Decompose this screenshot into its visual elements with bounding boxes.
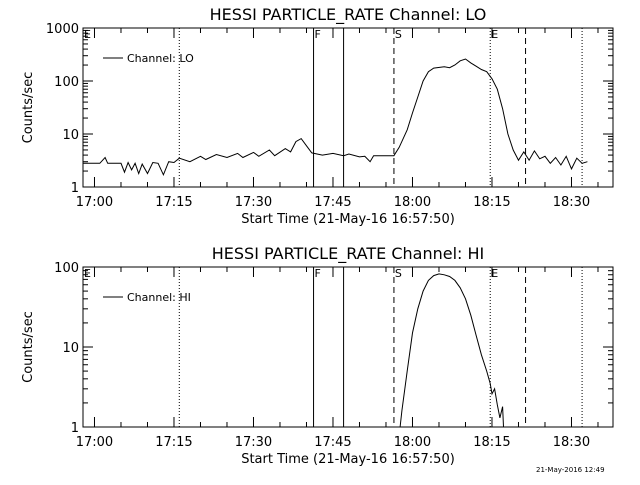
y-tick-label: 10: [62, 128, 79, 143]
event-marker-label: E: [491, 267, 498, 280]
x-axis-label: Start Time (21-May-16 16:57:50): [241, 212, 455, 227]
chart-title: HESSI PARTICLE_RATE Channel: LO: [210, 5, 487, 25]
x-tick-label: 18:00: [394, 195, 431, 210]
data-series-line: [399, 273, 504, 428]
legend-label: Channel: HI: [127, 291, 191, 304]
event-marker-label: S: [395, 267, 402, 280]
y-axis-label: Counts/sec: [21, 72, 36, 144]
x-tick-label: 17:45: [314, 435, 351, 450]
x-tick-label: 17:45: [314, 195, 351, 210]
x-tick-label: 17:30: [235, 195, 272, 210]
x-tick-label: 18:30: [553, 435, 590, 450]
plot-frame: [82, 27, 614, 188]
event-marker-label: E: [84, 28, 91, 41]
chart-title: HESSI PARTICLE_RATE Channel: HI: [212, 244, 485, 264]
x-tick-label: 18:30: [553, 195, 590, 210]
y-tick-label: 10: [62, 341, 79, 356]
event-marker-label: E: [491, 28, 498, 41]
y-tick-label: 1: [71, 421, 79, 436]
legend-label: Channel: LO: [127, 52, 194, 65]
x-axis-label: Start Time (21-May-16 16:57:50): [241, 452, 455, 467]
event-marker-label: F: [315, 28, 321, 41]
y-tick-label: 100: [54, 261, 79, 276]
y-axis-label: Counts/sec: [21, 311, 36, 383]
data-series-line: [83, 58, 588, 177]
event-marker-label: S: [395, 28, 402, 41]
timestamp: 21-May-2016 12:49: [536, 466, 605, 474]
y-tick-label: 1000: [46, 22, 79, 37]
y-tick-label: 100: [54, 75, 79, 90]
x-tick-label: 17:30: [235, 435, 272, 450]
x-tick-label: 18:15: [473, 195, 510, 210]
y-tick-label: 1: [71, 181, 79, 196]
event-marker-label: F: [315, 267, 321, 280]
x-tick-label: 17:00: [76, 195, 113, 210]
event-marker-label: E: [84, 267, 91, 280]
x-tick-label: 18:15: [473, 435, 510, 450]
x-tick-label: 17:15: [155, 195, 192, 210]
x-tick-label: 17:00: [76, 435, 113, 450]
x-tick-label: 18:00: [394, 435, 431, 450]
x-tick-label: 17:15: [155, 435, 192, 450]
